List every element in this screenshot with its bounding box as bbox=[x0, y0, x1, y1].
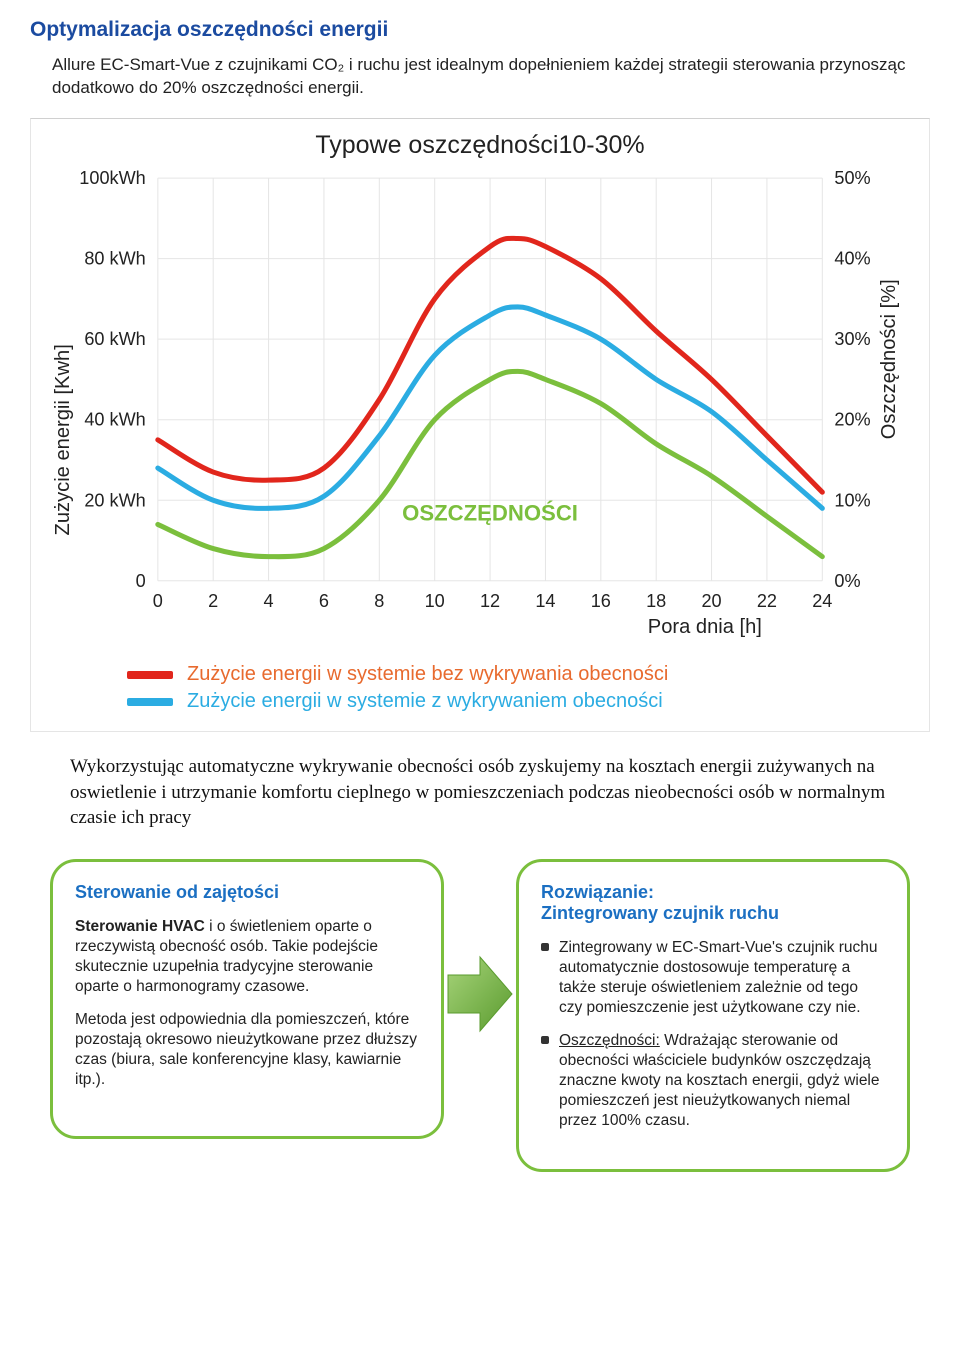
page-title: Optymalizacja oszczędności energii bbox=[30, 18, 930, 42]
panel-right-bullet-2: Oszczędności: Wdrażając sterowanie od ob… bbox=[541, 1031, 885, 1132]
svg-text:18: 18 bbox=[646, 591, 666, 611]
legend-swatch bbox=[127, 671, 173, 679]
svg-text:20: 20 bbox=[701, 591, 721, 611]
svg-text:0: 0 bbox=[153, 591, 163, 611]
svg-text:12: 12 bbox=[480, 591, 500, 611]
panel-right-bullet-1: Zintegrowany w EC-Smart-Vue's czujnik ru… bbox=[541, 938, 885, 1019]
svg-text:Pora dnia [h]: Pora dnia [h] bbox=[648, 616, 762, 638]
svg-text:0%: 0% bbox=[834, 571, 860, 591]
svg-text:100kWh: 100kWh bbox=[79, 168, 145, 188]
energy-chart: 0 20 kWh 40 kWh 60 kWh 80 kWh 100kWh 0% 10% 20% 3… bbox=[37, 168, 923, 651]
svg-text:8: 8 bbox=[374, 591, 384, 611]
svg-text:24: 24 bbox=[812, 591, 832, 611]
svg-text:0: 0 bbox=[136, 571, 146, 591]
panel-right-title: Rozwiązanie: Zintegrowany czujnik ruchu bbox=[541, 882, 885, 924]
legend-item: Zużycie energii w systemie z wykrywaniem… bbox=[127, 690, 923, 713]
svg-text:40%: 40% bbox=[834, 249, 870, 269]
svg-text:22: 22 bbox=[757, 591, 777, 611]
svg-text:6: 6 bbox=[319, 591, 329, 611]
chart-title: Typowe oszczędności10-30% bbox=[37, 131, 923, 160]
arrow-icon bbox=[444, 949, 516, 1039]
panel-left-title: Sterowanie od zajętości bbox=[75, 882, 419, 903]
svg-text:10: 10 bbox=[425, 591, 445, 611]
intro-text: Allure EC-Smart-Vue z czujnikami CO₂ i r… bbox=[30, 54, 930, 100]
chart-legend: Zużycie energii w systemie bez wykrywani… bbox=[37, 651, 923, 713]
legend-swatch bbox=[127, 698, 173, 706]
svg-text:Zużycie energii [Kwh]: Zużycie energii [Kwh] bbox=[52, 344, 74, 535]
svg-text:20 kWh: 20 kWh bbox=[84, 490, 145, 510]
svg-text:30%: 30% bbox=[834, 329, 870, 349]
arrow-container bbox=[444, 949, 516, 1039]
panel-left-p2: Metoda jest odpowiednia dla pomieszczeń,… bbox=[75, 1010, 419, 1091]
svg-text:14: 14 bbox=[535, 591, 555, 611]
svg-text:10%: 10% bbox=[834, 490, 870, 510]
svg-text:80 kWh: 80 kWh bbox=[84, 249, 145, 269]
svg-text:2: 2 bbox=[208, 591, 218, 611]
legend-label: Zużycie energii w systemie bez wykrywani… bbox=[187, 663, 668, 686]
svg-text:OSZCZĘDNOŚCI: OSZCZĘDNOŚCI bbox=[402, 500, 578, 525]
svg-text:4: 4 bbox=[264, 591, 274, 611]
svg-text:20%: 20% bbox=[834, 410, 870, 430]
svg-text:50%: 50% bbox=[834, 168, 870, 188]
legend-item: Zużycie energii w systemie bez wykrywani… bbox=[127, 663, 923, 686]
svg-text:40 kWh: 40 kWh bbox=[84, 410, 145, 430]
panel-solution: Rozwiązanie: Zintegrowany czujnik ruchu … bbox=[516, 859, 910, 1172]
body-paragraph: Wykorzystując automatyczne wykrywanie ob… bbox=[70, 754, 890, 831]
svg-text:16: 16 bbox=[591, 591, 611, 611]
panel-left-p1: Sterowanie HVAC i o świetleniem oparte o… bbox=[75, 917, 419, 998]
svg-text:Oszczędności [%]: Oszczędności [%] bbox=[878, 279, 900, 439]
info-panels: Sterowanie od zajętości Sterowanie HVAC … bbox=[30, 859, 930, 1172]
chart-container: Typowe oszczędności10-30% 0 20 kWh 40 kWh 6… bbox=[30, 118, 930, 732]
legend-label: Zużycie energii w systemie z wykrywaniem… bbox=[187, 690, 663, 713]
panel-occupancy-control: Sterowanie od zajętości Sterowanie HVAC … bbox=[50, 859, 444, 1139]
svg-text:60 kWh: 60 kWh bbox=[84, 329, 145, 349]
